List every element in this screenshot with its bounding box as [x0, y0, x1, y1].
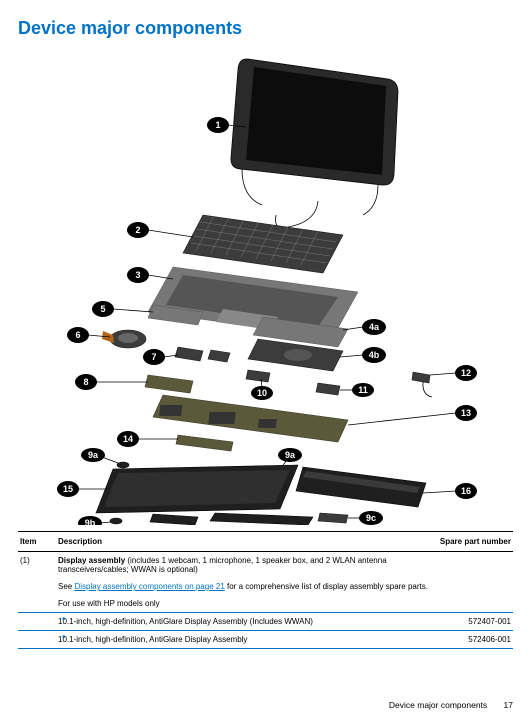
variant-spn: 572406-001: [433, 631, 513, 649]
callout-13: 13: [461, 408, 471, 418]
part-memory: [176, 435, 233, 451]
table-row: (1) Display assembly (includes 1 webcam,…: [18, 552, 513, 579]
callout-11: 11: [358, 385, 368, 395]
part-connector: [246, 370, 270, 382]
callout-8: 8: [83, 377, 88, 387]
item-usage: For use with HP models only: [56, 595, 433, 613]
part-small-board: [175, 347, 230, 362]
callout-2: 2: [135, 225, 140, 235]
table-row: 10.1-inch, high-definition, AntiGlare Di…: [18, 631, 513, 649]
callout-14: 14: [123, 434, 133, 444]
part-bluetooth: [316, 383, 340, 395]
page-title: Device major components: [18, 18, 513, 39]
part-cover-large: [210, 513, 313, 525]
item-description: Display assembly (includes 1 webcam, 1 m…: [56, 552, 433, 579]
part-card: [318, 513, 348, 523]
item-title: Display assembly: [58, 556, 125, 565]
item-number: (1): [18, 552, 56, 579]
callout-5: 5: [100, 304, 105, 314]
callout-9a-2: 9a: [285, 450, 296, 460]
callout-16: 16: [461, 486, 471, 496]
part-battery: [296, 467, 426, 507]
callout-1: 1: [215, 120, 220, 130]
part-display-assembly: [231, 59, 398, 228]
callout-6: 6: [75, 330, 80, 340]
item-see-note: See Display assembly components on page …: [56, 578, 433, 595]
page-footer: Device major components 17: [389, 700, 513, 710]
variant-desc: 10.1-inch, high-definition, AntiGlare Di…: [56, 613, 433, 631]
xref-link[interactable]: Display assembly components on page 21: [74, 582, 224, 591]
callout-9c: 9c: [366, 513, 376, 523]
callout-15: 15: [63, 484, 73, 494]
callout-3: 3: [135, 270, 140, 280]
callout-9b: 9b: [85, 518, 96, 525]
callout-4a: 4a: [369, 322, 380, 332]
callout-4b: 4b: [369, 350, 380, 360]
th-item: Item: [18, 532, 56, 552]
part-cover-small: [150, 514, 198, 525]
table-row: For use with HP models only: [18, 595, 513, 613]
callout-12: 12: [461, 368, 471, 378]
th-spn: Spare part number: [433, 532, 513, 552]
table-row: 10.1-inch, high-definition, AntiGlare Di…: [18, 613, 513, 631]
part-wlan: [145, 375, 193, 393]
table-row: See Display assembly components on page …: [18, 578, 513, 595]
part-power-connector: [412, 372, 432, 397]
part-system-board: [153, 395, 348, 442]
variant-desc: 10.1-inch, high-definition, AntiGlare Di…: [56, 631, 433, 649]
part-fan: [102, 330, 146, 348]
callout-7: 7: [151, 352, 156, 362]
part-base: [96, 465, 298, 513]
footer-label: Device major components: [389, 700, 487, 710]
exploded-diagram: 1 2 3 4a 4b 5: [18, 47, 513, 525]
variant-spn: 572407-001: [433, 613, 513, 631]
callout-10: 10: [257, 388, 267, 398]
page-number: 17: [504, 700, 513, 710]
th-description: Description: [56, 532, 433, 552]
part-keyboard: [183, 215, 343, 273]
callout-9a-1: 9a: [88, 450, 99, 460]
parts-table: Item Description Spare part number (1) D…: [18, 531, 513, 649]
